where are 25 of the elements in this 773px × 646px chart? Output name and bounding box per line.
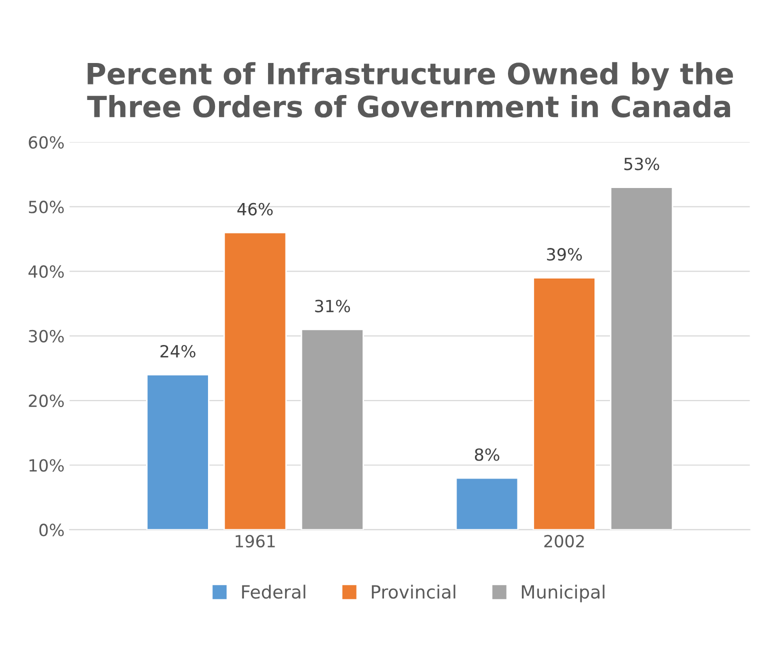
y-tick-label: 10% <box>29 459 64 472</box>
bar <box>300 328 364 530</box>
y-tick-label: 20% <box>28 394 64 408</box>
y-tick-label: 30% <box>28 330 64 342</box>
y-tick-label: 0% <box>39 524 64 536</box>
bar <box>455 477 519 530</box>
x-tick-label: 1961 <box>236 534 275 548</box>
data-label: 39% <box>547 248 582 261</box>
x-tick-label: 2002 <box>544 534 584 548</box>
data-label: 31% <box>315 300 350 312</box>
legend-label: Municipal <box>522 584 604 602</box>
bar <box>532 277 596 530</box>
data-label: 46% <box>237 202 273 216</box>
y-tick-label: 60% <box>28 136 64 149</box>
chart-title: Percent of Infrastructure Owned by the Three Orders of Government in Canada <box>87 62 733 118</box>
bar <box>223 232 287 530</box>
data-label: 8% <box>474 448 500 461</box>
y-tick-label: 40% <box>28 265 64 278</box>
data-label: 24% <box>160 344 196 358</box>
bar <box>610 186 674 530</box>
y-tick-label: 50% <box>28 200 64 214</box>
data-label: 53% <box>624 158 660 170</box>
legend-label: Provincial <box>372 584 456 599</box>
bar <box>146 374 210 530</box>
legend-label: Federal <box>242 584 306 599</box>
